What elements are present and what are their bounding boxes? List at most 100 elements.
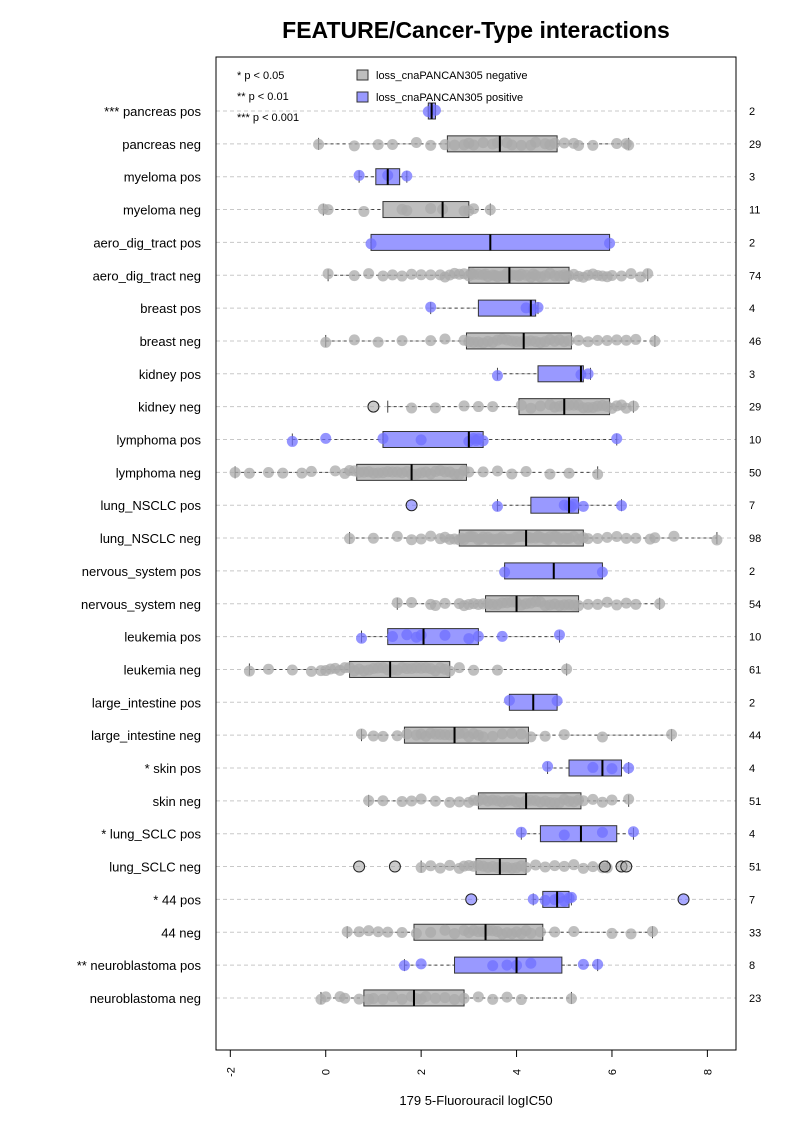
data-point (425, 202, 437, 214)
row-label: leukemia pos (124, 630, 201, 645)
box-row: * 44 pos 7 (153, 890, 755, 908)
significance-note: ** p < 0.01 (237, 91, 289, 103)
data-point (606, 794, 618, 806)
row-count: 74 (749, 270, 761, 282)
data-point (587, 861, 599, 873)
data-point (367, 730, 379, 742)
data-point (322, 204, 334, 216)
data-point (406, 597, 418, 609)
data-point (515, 728, 527, 740)
outlier-point (405, 499, 418, 512)
row-count: 8 (749, 960, 755, 972)
data-point (627, 826, 639, 838)
data-point (525, 957, 537, 969)
data-point (329, 465, 341, 477)
row-label: lung_NSCLC pos (101, 498, 202, 513)
outlier-point (465, 893, 478, 906)
data-point (623, 793, 635, 805)
data-point (520, 862, 532, 874)
row-label: aero_dig_tract neg (93, 268, 201, 283)
data-point (561, 663, 573, 675)
data-point (630, 598, 642, 610)
data-point (573, 600, 585, 612)
data-point (573, 140, 585, 152)
row-label: 44 neg (161, 925, 201, 940)
data-point (525, 731, 537, 743)
data-point (425, 139, 437, 151)
data-point (401, 728, 413, 740)
box-row: breast neg 46 (140, 332, 761, 350)
row-count: 2 (749, 237, 755, 249)
data-point (491, 137, 503, 149)
data-point (356, 728, 368, 740)
data-point (444, 796, 456, 808)
box-row: lymphoma neg 50 (116, 463, 761, 481)
data-point (491, 500, 503, 512)
data-point (396, 927, 408, 939)
data-point (358, 205, 370, 217)
row-label: lymphoma neg (116, 465, 201, 480)
data-point (527, 893, 539, 905)
data-point (542, 760, 554, 772)
data-point (453, 662, 465, 674)
row-count: 11 (749, 205, 760, 217)
data-point (477, 466, 489, 478)
data-point (649, 532, 661, 544)
data-point (515, 399, 527, 411)
data-point (592, 533, 604, 545)
data-point (439, 992, 451, 1004)
data-point (544, 468, 556, 480)
data-point (363, 925, 375, 937)
row-label: * skin pos (145, 761, 202, 776)
data-point (558, 729, 570, 741)
data-point (429, 402, 441, 414)
row-count: 46 (749, 336, 761, 348)
outlier-point (598, 860, 611, 873)
row-label: leukemia neg (124, 662, 201, 677)
box-row: lung_SCLC neg 51 (109, 858, 761, 876)
data-point (549, 137, 561, 149)
data-point (596, 731, 608, 743)
data-point (563, 335, 575, 347)
data-point (623, 762, 635, 774)
data-point (277, 467, 289, 479)
data-point (410, 137, 422, 149)
data-point (363, 795, 375, 807)
data-point (410, 927, 422, 939)
row-count: 10 (749, 632, 761, 644)
data-point (434, 862, 446, 874)
data-point (305, 665, 317, 677)
data-point (487, 960, 499, 972)
data-point (587, 793, 599, 805)
data-point (568, 498, 580, 510)
data-point (611, 599, 623, 611)
box-row: *** pancreas pos 2 (104, 102, 755, 120)
row-count: 29 (749, 402, 761, 414)
data-point (472, 991, 484, 1003)
data-point (425, 926, 437, 938)
row-label: large_intestine pos (92, 695, 202, 710)
data-point (649, 335, 661, 347)
data-point (630, 333, 642, 345)
data-point (539, 861, 551, 873)
significance-note: *** p < 0.001 (237, 112, 299, 124)
data-point (425, 269, 437, 281)
data-point (429, 795, 441, 807)
box-row: neuroblastoma neg 23 (90, 989, 761, 1007)
outlier-point (388, 860, 401, 873)
data-point (229, 466, 241, 478)
row-label: myeloma neg (123, 203, 201, 218)
data-point (592, 598, 604, 610)
data-point (587, 761, 599, 773)
data-point (365, 238, 377, 250)
data-point (551, 695, 563, 707)
data-point (601, 531, 613, 543)
data-point (499, 566, 511, 578)
data-point (353, 926, 365, 938)
data-point (429, 599, 441, 611)
data-point (587, 139, 599, 151)
legend-swatch (356, 91, 369, 103)
data-point (468, 139, 480, 151)
data-point (582, 368, 594, 380)
row-label: * 44 pos (153, 892, 201, 907)
